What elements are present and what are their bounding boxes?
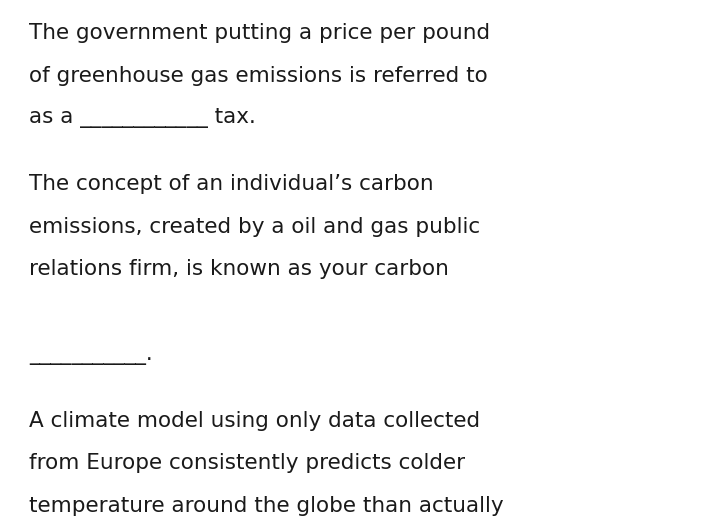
Text: relations firm, is known as your carbon: relations firm, is known as your carbon [29, 260, 449, 280]
Text: temperature around the globe than actually: temperature around the globe than actual… [29, 496, 503, 516]
Text: emissions, created by a oil and gas public: emissions, created by a oil and gas publ… [29, 217, 480, 237]
Text: The concept of an individual’s carbon: The concept of an individual’s carbon [29, 174, 433, 195]
Text: as a ____________ tax.: as a ____________ tax. [29, 108, 256, 129]
Text: A climate model using only data collected: A climate model using only data collecte… [29, 411, 480, 431]
Text: The government putting a price per pound: The government putting a price per pound [29, 23, 490, 44]
Text: from Europe consistently predicts colder: from Europe consistently predicts colder [29, 453, 465, 473]
Text: ___________.: ___________. [29, 345, 166, 365]
Text: of greenhouse gas emissions is referred to: of greenhouse gas emissions is referred … [29, 66, 487, 86]
